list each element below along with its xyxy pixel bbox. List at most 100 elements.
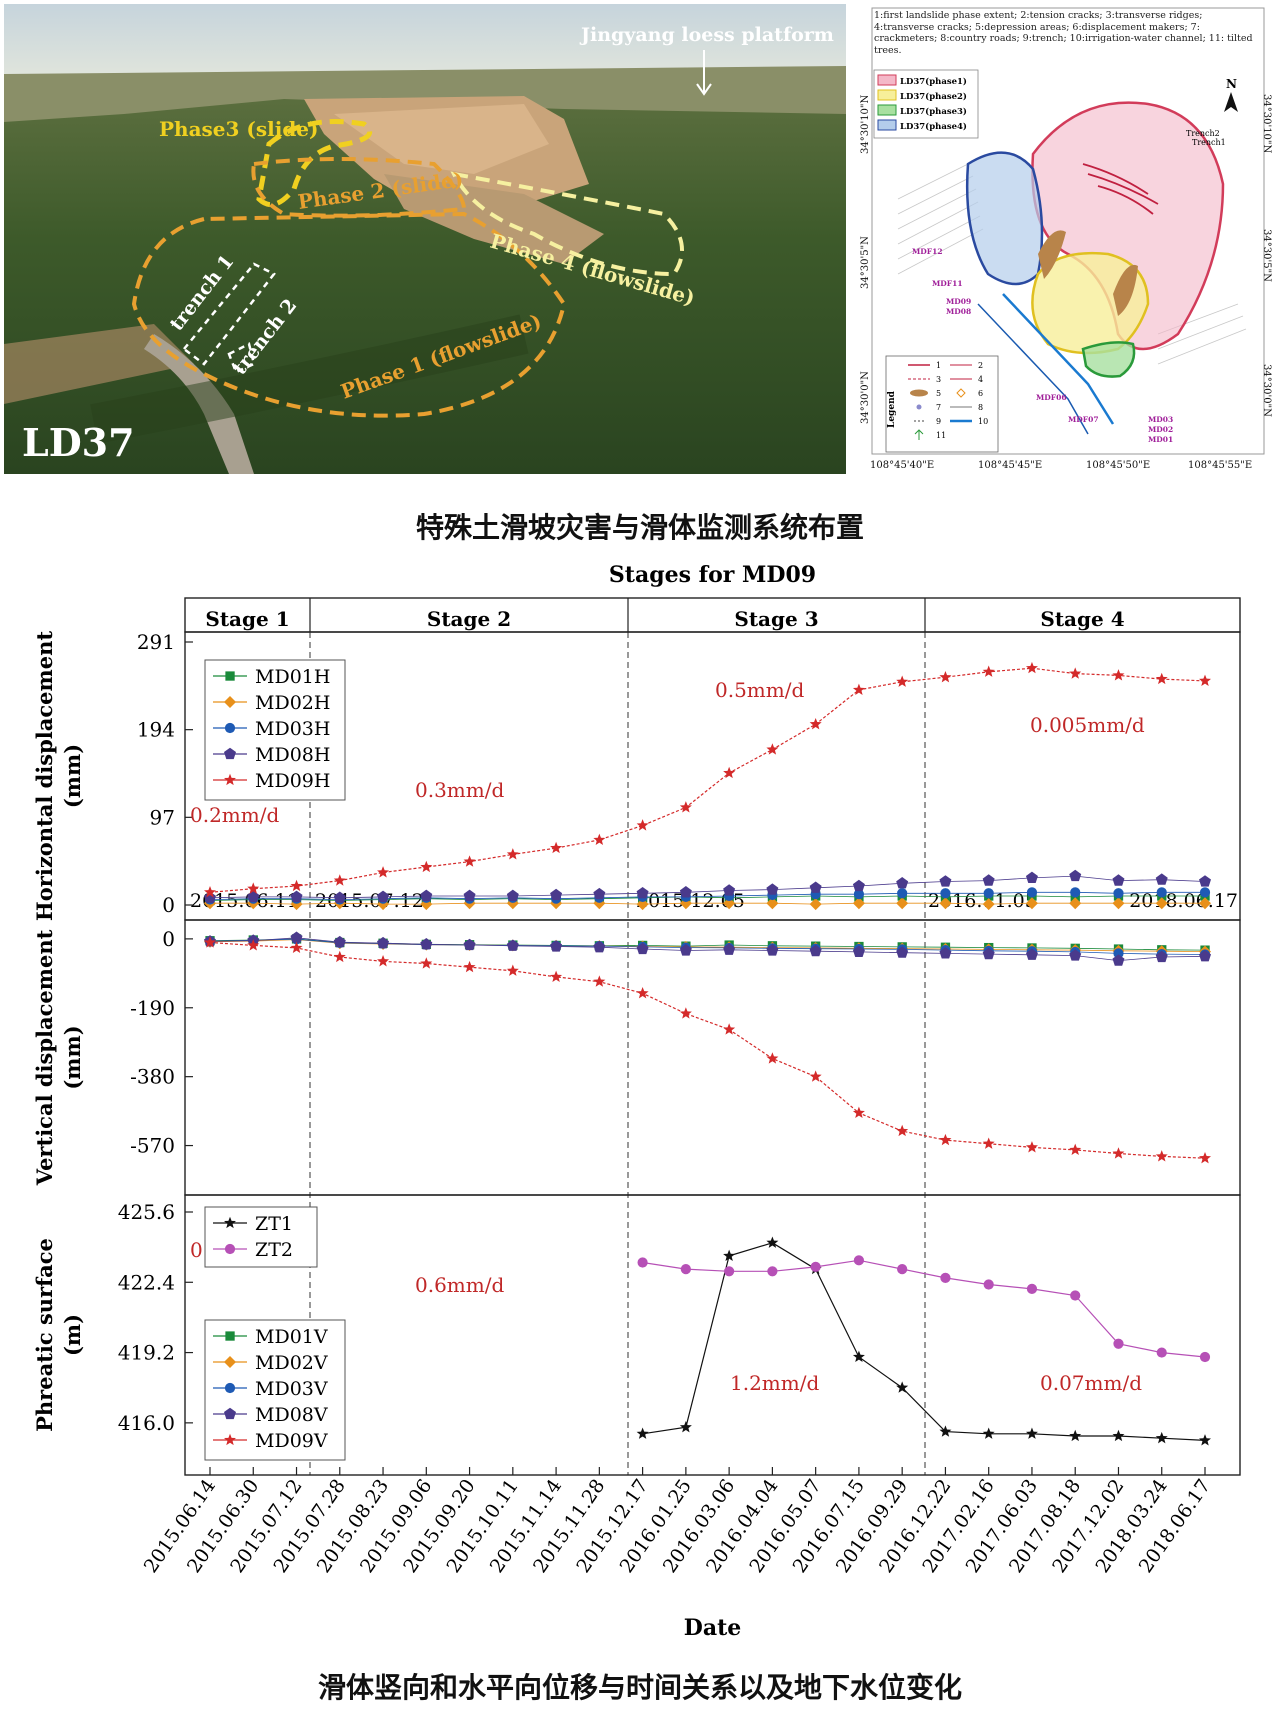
point (810, 1261, 821, 1273)
chart-title: Stages for MD09 (609, 562, 816, 588)
point (1112, 874, 1125, 886)
svg-text:108°45'50"E: 108°45'50"E (1086, 460, 1150, 471)
point (224, 696, 236, 708)
point (679, 944, 692, 956)
svg-text:2: 2 (978, 361, 983, 370)
point (550, 841, 563, 854)
point (1199, 1434, 1211, 1446)
point (506, 939, 519, 951)
point (290, 890, 303, 902)
svg-text:34°30'5"N: 34°30'5"N (1261, 229, 1272, 282)
legend-entry: MD09V (255, 1430, 328, 1452)
caption-top: 特殊土滑坡灾害与滑体监测系统布置 (415, 511, 864, 544)
point (1112, 1429, 1125, 1442)
point (463, 938, 476, 951)
point (377, 955, 390, 967)
point (982, 665, 995, 677)
point (852, 897, 865, 910)
monitoring-layout-map: 1:first landslide phase extent; 2:tensio… (858, 4, 1276, 474)
map-phase-legend: LD37(phase1) LD37(phase2) LD37(phase3) L… (873, 69, 979, 139)
point (940, 888, 951, 899)
point (1069, 949, 1082, 961)
point (897, 1264, 908, 1275)
point (593, 833, 606, 846)
point (463, 855, 476, 867)
point (723, 884, 736, 896)
series-MD09V (204, 936, 1211, 1164)
point (333, 874, 346, 886)
stage-label: Stage 1 (205, 607, 289, 631)
legend-entry: MD01H (255, 666, 330, 688)
series-line (209, 875, 1206, 899)
photo-site-label: LD37 (22, 420, 135, 465)
point (1199, 1351, 1211, 1363)
series-line (209, 941, 1206, 1159)
point (290, 931, 303, 943)
series-line (209, 938, 1206, 955)
map-phase3-label: LD37(phase3) (900, 106, 967, 117)
stage-date-label: 2018.06.17 (1129, 890, 1238, 912)
map-depression-1 (1038, 230, 1066, 279)
y-tick-label: 0 (162, 893, 175, 917)
point (420, 938, 433, 950)
rate-label: 0.2mm/d (190, 803, 279, 827)
series-line (210, 902, 1205, 905)
svg-text:MD03: MD03 (1148, 415, 1173, 424)
point (420, 957, 433, 969)
point (809, 1070, 822, 1082)
point (896, 675, 909, 687)
point (204, 936, 216, 948)
point (766, 883, 779, 895)
point (1025, 948, 1038, 960)
point (766, 944, 779, 956)
svg-text:10: 10 (978, 417, 988, 426)
svg-text:108°45'55"E: 108°45'55"E (1188, 460, 1252, 471)
point (1156, 887, 1167, 898)
point (723, 1023, 736, 1035)
y-tick-label: -570 (130, 1134, 175, 1158)
y-tick-label: 0 (162, 927, 175, 951)
point (679, 1420, 692, 1433)
point (679, 801, 692, 813)
point (939, 1133, 952, 1146)
point (290, 941, 303, 954)
point (939, 897, 952, 910)
point (982, 874, 995, 886)
series-line (209, 667, 1206, 893)
landslide-aerial-photo: Phase3 (slide) Phase 2 (slide) Phase 4 (… (4, 4, 846, 474)
point (724, 1266, 735, 1277)
point (1070, 887, 1081, 898)
svg-text:MDF06: MDF06 (1036, 393, 1067, 402)
y-tick-label: 416.0 (118, 1411, 175, 1435)
point (204, 891, 216, 903)
point (809, 717, 822, 730)
legend-entry: ZT1 (255, 1213, 293, 1235)
svg-text:9: 9 (936, 417, 941, 426)
series-line (642, 1259, 1206, 1358)
point (1112, 669, 1125, 681)
point (1155, 897, 1168, 910)
point (983, 888, 994, 899)
point (679, 1007, 692, 1019)
point (333, 950, 346, 963)
point (224, 1243, 236, 1255)
svg-text:MD08: MD08 (946, 307, 971, 316)
point (593, 975, 606, 987)
point (1156, 1347, 1167, 1358)
arrow-down-icon (696, 50, 712, 96)
point (852, 683, 865, 695)
point (939, 947, 952, 959)
legend-entry: MD01V (255, 1326, 328, 1348)
svg-text:MD02: MD02 (1148, 425, 1173, 434)
point (723, 943, 736, 955)
svg-text:34°30'5"N: 34°30'5"N (860, 236, 871, 289)
point (377, 936, 390, 949)
point (636, 819, 649, 831)
svg-text:8: 8 (978, 403, 983, 412)
point (766, 1052, 779, 1064)
legend-entry: MD02V (255, 1352, 328, 1374)
legend: MD01V MD02V MD03V MD08V MD09V (204, 1319, 346, 1461)
point (852, 1350, 865, 1363)
panel-3: 425.6 422.4 419.2 416.0 Phreatic surface (m) Z… (32, 1194, 1241, 1476)
